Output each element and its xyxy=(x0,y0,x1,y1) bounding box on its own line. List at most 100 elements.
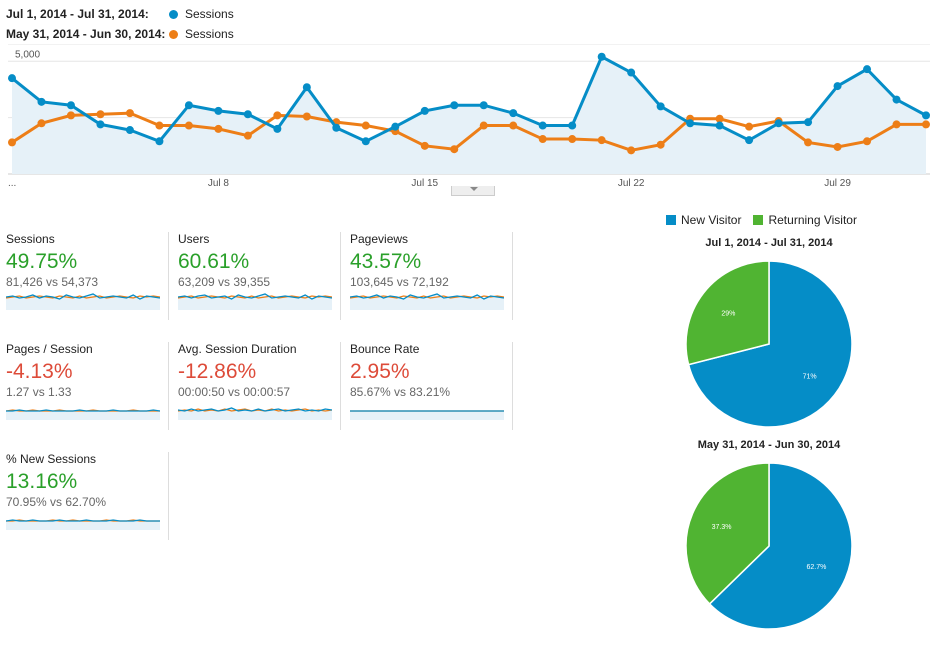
x-tick-label: ... xyxy=(8,178,16,189)
metric-comparison: 63,209 vs 39,355 xyxy=(178,275,271,289)
metric-sparkline xyxy=(350,293,504,310)
data-point-previous[interactable] xyxy=(66,111,75,120)
data-point-previous[interactable] xyxy=(656,140,665,149)
data-point-current[interactable] xyxy=(568,121,577,130)
data-point-previous[interactable] xyxy=(8,138,16,147)
sparkline-line xyxy=(178,293,332,300)
data-point-current[interactable] xyxy=(184,101,193,110)
data-point-current[interactable] xyxy=(922,111,930,120)
metric-tile[interactable]: Sessions 49.75% 81,426 vs 54,373 xyxy=(6,232,164,320)
metric-comparison: 00:00:50 vs 00:00:57 xyxy=(178,385,291,399)
data-point-previous[interactable] xyxy=(450,145,459,154)
data-point-current[interactable] xyxy=(892,95,901,104)
data-point-current[interactable] xyxy=(37,97,46,106)
data-point-previous[interactable] xyxy=(214,124,223,133)
data-point-previous[interactable] xyxy=(892,120,901,129)
data-point-previous[interactable] xyxy=(922,120,930,129)
data-point-previous[interactable] xyxy=(125,109,134,118)
data-point-current[interactable] xyxy=(214,106,223,115)
data-point-previous[interactable] xyxy=(184,121,193,130)
divider xyxy=(168,342,169,430)
pie-slice-new-visitor[interactable] xyxy=(687,260,853,428)
chart-collapse-handle[interactable] xyxy=(451,186,495,196)
data-point-current[interactable] xyxy=(332,123,341,132)
data-point-current[interactable] xyxy=(243,110,252,119)
metric-name: Pageviews xyxy=(350,232,409,246)
data-point-current[interactable] xyxy=(833,82,842,91)
data-point-current[interactable] xyxy=(863,65,872,74)
pie-slice-returning-visitor[interactable] xyxy=(685,462,770,606)
pie-slice-label: 29% xyxy=(721,310,735,317)
data-point-previous[interactable] xyxy=(96,110,105,119)
data-point-current[interactable] xyxy=(745,136,754,145)
metric-comparison: 70.95% vs 62.70% xyxy=(6,495,107,509)
data-point-previous[interactable] xyxy=(243,131,252,140)
metric-sparkline xyxy=(178,293,332,310)
data-point-current[interactable] xyxy=(627,68,636,77)
metric-tile[interactable]: Bounce Rate 2.95% 85.67% vs 83.21% xyxy=(350,342,508,430)
metric-tile[interactable]: Avg. Session Duration -12.86% 00:00:50 vs … xyxy=(178,342,336,430)
legend-current-series: Sessions xyxy=(185,7,234,21)
data-point-current[interactable] xyxy=(656,102,665,111)
data-point-current[interactable] xyxy=(509,109,518,118)
data-point-previous[interactable] xyxy=(538,135,547,144)
sparkline-area xyxy=(6,294,160,310)
metric-tile[interactable]: Pages / Session -4.13% 1.27 vs 1.33 xyxy=(6,342,164,430)
pie-slice-returning-visitor[interactable] xyxy=(685,260,770,366)
divider xyxy=(512,232,513,320)
data-point-current[interactable] xyxy=(96,120,105,129)
returning-visitor-swatch-icon xyxy=(753,215,764,225)
sparkline-area xyxy=(350,294,504,310)
data-point-previous[interactable] xyxy=(804,138,813,147)
data-point-previous[interactable] xyxy=(627,146,636,155)
data-point-previous[interactable] xyxy=(273,111,282,120)
data-point-current[interactable] xyxy=(391,122,400,131)
data-point-previous[interactable] xyxy=(863,137,872,146)
metric-comparison: 1.27 vs 1.33 xyxy=(6,385,72,399)
data-point-previous[interactable] xyxy=(155,121,164,130)
pie-chart-previous[interactable]: 62.7% 37.3% xyxy=(679,458,859,638)
data-point-current[interactable] xyxy=(597,52,606,61)
data-point-previous[interactable] xyxy=(302,112,311,121)
data-point-previous[interactable] xyxy=(568,135,577,144)
data-point-current[interactable] xyxy=(361,137,370,146)
data-point-current[interactable] xyxy=(66,101,75,110)
y-tick-label: 5,000 xyxy=(15,49,40,60)
data-point-current[interactable] xyxy=(420,106,429,115)
sessions-line-previous xyxy=(11,111,926,152)
metric-tile[interactable]: Pageviews 43.57% 103,645 vs 72,192 xyxy=(350,232,508,320)
data-point-current[interactable] xyxy=(302,83,311,92)
data-point-current[interactable] xyxy=(8,74,16,83)
data-point-current[interactable] xyxy=(538,121,547,130)
pie-chart-current[interactable]: 71% 29% xyxy=(679,256,859,436)
data-point-current[interactable] xyxy=(273,124,282,133)
data-point-current[interactable] xyxy=(450,101,459,110)
metric-tile[interactable]: % New Sessions 13.16% 70.95% vs 62.70% xyxy=(6,452,164,540)
metric-name: Pages / Session xyxy=(6,342,93,356)
metric-tile[interactable]: Users 60.61% 63,209 vs 39,355 xyxy=(178,232,336,320)
data-point-previous[interactable] xyxy=(715,114,724,123)
data-point-previous[interactable] xyxy=(745,122,754,131)
data-point-previous[interactable] xyxy=(509,121,518,130)
data-point-previous[interactable] xyxy=(479,121,488,130)
data-point-current[interactable] xyxy=(155,137,164,146)
metric-name: Users xyxy=(178,232,210,246)
data-point-previous[interactable] xyxy=(420,141,429,150)
data-point-current[interactable] xyxy=(125,126,134,135)
pie-slice-new-visitor[interactable] xyxy=(708,462,853,630)
sparkline-line xyxy=(178,407,332,412)
legend-current: Jul 1, 2014 - Jul 31, 2014: Sessions xyxy=(6,7,234,21)
data-point-previous[interactable] xyxy=(833,142,842,151)
data-point-current[interactable] xyxy=(804,118,813,127)
data-point-current[interactable] xyxy=(686,119,695,128)
data-point-previous[interactable] xyxy=(37,119,46,128)
data-point-previous[interactable] xyxy=(597,136,606,145)
divider xyxy=(340,232,341,320)
data-point-previous[interactable] xyxy=(361,121,370,130)
legend-previous-dot-icon xyxy=(169,29,178,39)
data-point-current[interactable] xyxy=(774,119,783,128)
metric-sparkline xyxy=(6,409,160,420)
data-point-current[interactable] xyxy=(479,101,488,110)
data-point-current[interactable] xyxy=(715,121,724,130)
